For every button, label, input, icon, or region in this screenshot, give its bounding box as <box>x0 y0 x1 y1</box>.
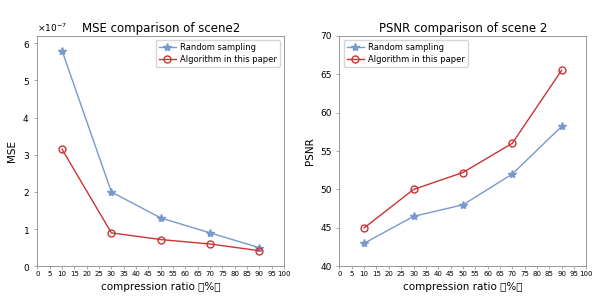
Line: Algorithm in this paper: Algorithm in this paper <box>361 67 565 231</box>
X-axis label: compression ratio （%）: compression ratio （%） <box>403 282 523 292</box>
Random sampling <box>58 49 65 52</box>
Legend: Random sampling, Algorithm in this paper: Random sampling, Algorithm in this paper <box>344 40 468 67</box>
Algorithm in this paper <box>558 68 565 72</box>
Algorithm in this paper <box>509 141 516 145</box>
Random sampling <box>459 203 466 207</box>
Algorithm in this paper <box>459 171 466 174</box>
Random sampling <box>361 242 368 245</box>
Algorithm in this paper <box>206 242 214 246</box>
Random sampling <box>509 172 516 176</box>
Random sampling <box>256 246 263 250</box>
Algorithm in this paper <box>256 249 263 252</box>
Random sampling <box>558 125 565 128</box>
Algorithm in this paper <box>157 238 164 241</box>
Y-axis label: MSE: MSE <box>7 140 17 162</box>
Random sampling <box>206 231 214 235</box>
Algorithm in this paper <box>361 226 368 230</box>
Random sampling <box>410 215 417 218</box>
Title: PSNR comparison of scene 2: PSNR comparison of scene 2 <box>379 22 547 34</box>
Y-axis label: PSNR: PSNR <box>305 137 315 165</box>
Algorithm in this paper <box>108 231 115 235</box>
Line: Random sampling: Random sampling <box>360 122 566 248</box>
Legend: Random sampling, Algorithm in this paper: Random sampling, Algorithm in this paper <box>155 40 280 67</box>
Line: Random sampling: Random sampling <box>58 46 263 252</box>
Algorithm in this paper <box>410 188 417 191</box>
Algorithm in this paper <box>58 147 65 151</box>
X-axis label: compression ratio （%）: compression ratio （%） <box>101 282 220 292</box>
Title: MSE comparison of scene2: MSE comparison of scene2 <box>82 22 240 34</box>
Line: Algorithm in this paper: Algorithm in this paper <box>59 146 263 254</box>
Random sampling <box>157 216 164 220</box>
Random sampling <box>108 190 115 194</box>
